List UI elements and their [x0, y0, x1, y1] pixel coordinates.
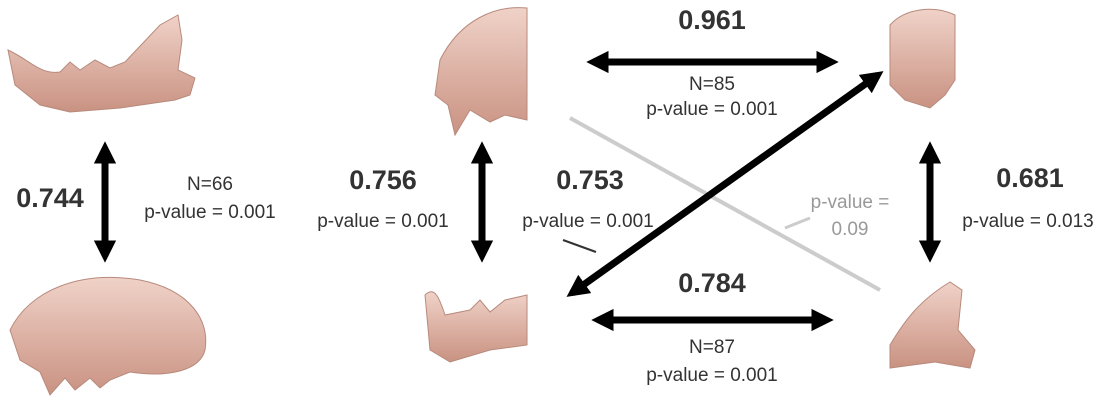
p-value: p-value = 0.001 — [317, 211, 449, 232]
diagram: 0.744 N=66 p-value = 0.001 0.961 N=85 p-… — [0, 0, 1112, 404]
mandible — [425, 292, 527, 362]
skull — [10, 277, 206, 395]
p-value: p-value = 0.001 — [646, 365, 778, 386]
p-value: p-value = 0.001 — [646, 99, 778, 120]
mandible — [890, 282, 975, 368]
correlation: 0.744 — [16, 183, 84, 213]
correlation: 0.753 — [556, 165, 624, 195]
p-value: p-value = 0.001 — [522, 211, 654, 232]
correlation: 0.784 — [678, 268, 746, 298]
p-value: p-value = — [811, 192, 890, 213]
mandible — [8, 15, 195, 112]
p-value: p-value = 0.001 — [144, 202, 276, 223]
sample-size: N=85 — [689, 74, 735, 95]
correlation: 0.681 — [996, 163, 1064, 193]
p-value: p-value = 0.013 — [962, 211, 1094, 232]
correlation: 0.756 — [349, 165, 417, 195]
cranium — [890, 9, 955, 108]
skull — [435, 8, 527, 135]
correlation: 0.961 — [678, 5, 746, 35]
leader-line — [785, 218, 810, 228]
sample-size: N=87 — [689, 337, 735, 358]
sample-size: N=66 — [187, 174, 233, 195]
p-value: 0.09 — [832, 219, 869, 240]
leader-line — [563, 240, 596, 252]
